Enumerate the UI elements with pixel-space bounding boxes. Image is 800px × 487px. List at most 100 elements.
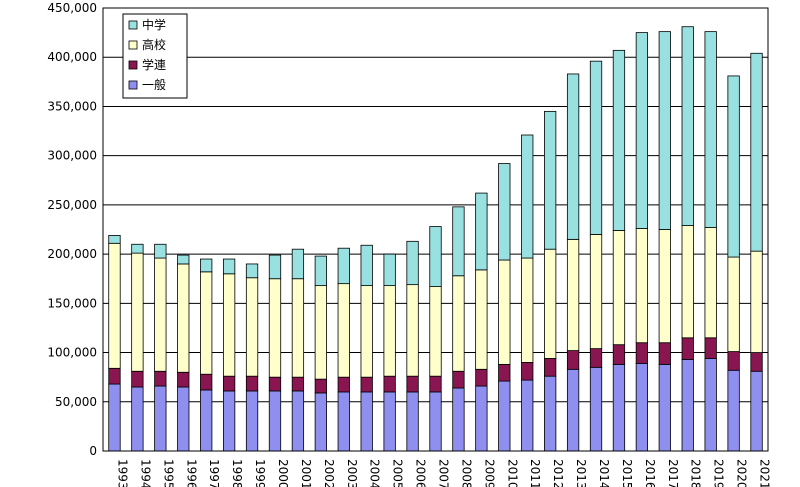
bar-segment [612,230,626,346]
legend-label: 中学 [142,17,166,32]
bar-segment [750,352,763,372]
bar-segment [566,368,580,452]
bar-segment [245,375,259,392]
bar-segment [566,73,580,240]
bar-segment [681,26,694,226]
bar-segment [291,390,305,452]
bar-segment [429,375,442,393]
bar-segment [222,375,236,392]
bar-segment [727,256,740,352]
bar-segment [200,271,213,375]
bar-segment [383,375,396,393]
y-tick-label: 200,000 [47,247,97,261]
x-tick-label: 2005 [391,459,405,487]
bar-segment [498,259,511,365]
bar-segment [337,283,350,378]
bar-segment [544,358,557,377]
bar-segment [475,368,488,387]
bar-segment [154,257,167,372]
bar-segment [383,253,396,287]
bar-segment [406,284,419,377]
bar-segment [635,228,649,344]
bar-segment [268,254,282,280]
bar-segment [177,263,190,373]
x-tick-label: 2001 [299,459,313,487]
bar-segment [544,110,557,250]
bar-segment [131,252,144,372]
bar-segment [521,379,534,452]
x-tick-label: 2011 [528,459,542,487]
bar-segment [429,286,442,377]
x-axis-ticks: 1993 1994 1995 1996 1997 1998 1999 2000 2001 2002… [115,459,771,487]
bar-segment [429,226,442,287]
bar-segment [750,370,763,452]
x-tick-label: 2009 [482,459,496,487]
bar-segment [544,248,557,359]
bar-segment [658,229,671,344]
bar-segment [406,240,419,286]
bar-segment [544,375,557,452]
bar-segment [131,370,144,388]
y-axis-ticks: 0 50,000 100,000 150,000 200,000 250,000 300,0… [47,1,97,458]
y-tick-label: 350,000 [47,99,97,113]
bar-segment [337,391,350,452]
bar-segment [314,255,327,287]
y-tick-label: 150,000 [47,296,97,310]
legend-label: 学連 [142,57,166,72]
bar-segment [222,390,236,452]
legend-label: 高校 [142,37,166,52]
x-tick-label: 1999 [253,459,267,487]
bar-segment [429,391,442,452]
x-tick-label: 2017 [666,459,680,487]
y-tick-label: 300,000 [47,149,97,163]
bar-segment [200,389,213,452]
x-tick-label: 2012 [551,459,565,487]
bar-segment [566,350,580,370]
bar-segment [658,31,671,230]
bar-segment [521,361,534,381]
bar-segment [658,342,671,365]
bar-segment [589,60,603,235]
bar-segment [108,235,121,244]
bar-segment [635,362,649,452]
bar-segment [154,370,167,387]
bar-segment [131,386,144,452]
bar-segment [245,277,259,377]
y-tick-label: 100,000 [47,346,97,360]
bar-segment [475,385,488,452]
bar-segment [222,258,236,275]
x-tick-label: 1994 [138,459,152,487]
bar-segment [727,369,740,452]
bar-segment [704,227,717,339]
bar-segment [750,250,763,353]
bar-segment [498,163,511,261]
bar-segment [360,285,373,378]
bar-segment [498,380,511,452]
bar-segment [108,242,121,369]
bar-segment [245,263,259,279]
bar-segment [383,391,396,452]
x-tick-label: 2010 [505,459,519,487]
x-tick-label: 1997 [207,459,221,487]
legend-swatch [128,80,138,90]
bar-segment [108,383,121,452]
y-tick-label: 0 [89,444,97,458]
bar-segment [268,376,282,392]
bar-segment [406,375,419,393]
bar-segment [452,387,465,452]
bar-segment [177,371,190,388]
bar-segment [337,247,350,285]
x-tick-label: 2008 [459,459,473,487]
bar-segment [268,278,282,378]
x-tick-label: 2018 [689,459,703,487]
x-tick-label: 2014 [597,459,611,487]
plot-area-frame [102,7,769,452]
bar-segment [635,342,649,364]
bars [108,26,763,452]
legend-swatch [128,40,138,50]
legend-swatch [128,60,138,70]
x-tick-label: 1995 [161,459,175,487]
bar-segment [154,243,167,259]
bar-segment [566,238,580,351]
bar-segment [452,206,465,277]
